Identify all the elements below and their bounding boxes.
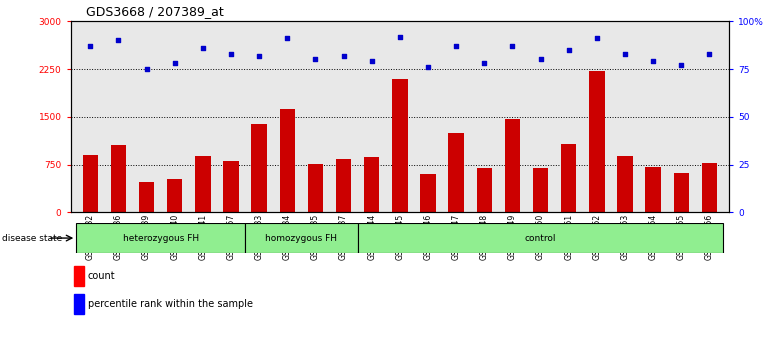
Text: disease state: disease state bbox=[2, 234, 63, 242]
Bar bbox=[167, 179, 183, 212]
Bar bbox=[280, 109, 295, 212]
Bar bbox=[645, 167, 661, 212]
Bar bbox=[76, 223, 245, 253]
Bar bbox=[533, 169, 548, 212]
Point bbox=[197, 45, 209, 51]
Bar bbox=[252, 125, 267, 212]
Bar bbox=[364, 157, 379, 212]
Text: heterozygous FH: heterozygous FH bbox=[122, 234, 198, 242]
Point bbox=[365, 58, 378, 64]
Point bbox=[337, 53, 350, 58]
Point bbox=[562, 47, 575, 53]
Text: GDS3668 / 207389_at: GDS3668 / 207389_at bbox=[86, 5, 224, 18]
Point bbox=[590, 36, 603, 41]
Bar bbox=[420, 173, 436, 212]
Bar bbox=[111, 145, 126, 212]
Text: percentile rank within the sample: percentile rank within the sample bbox=[88, 299, 252, 309]
Bar bbox=[336, 159, 351, 212]
Point bbox=[112, 38, 125, 43]
Point bbox=[281, 36, 293, 41]
Bar bbox=[392, 79, 408, 212]
Bar bbox=[477, 169, 492, 212]
Bar bbox=[702, 163, 717, 212]
Bar bbox=[82, 155, 98, 212]
Bar bbox=[358, 223, 724, 253]
Bar bbox=[139, 182, 154, 212]
Point bbox=[675, 62, 688, 68]
Bar bbox=[223, 161, 238, 212]
Point bbox=[703, 51, 716, 57]
Bar bbox=[74, 266, 84, 286]
Point bbox=[619, 51, 631, 57]
Text: count: count bbox=[88, 271, 115, 281]
Point bbox=[253, 53, 266, 58]
Bar bbox=[617, 156, 633, 212]
Point bbox=[84, 43, 96, 49]
Point bbox=[394, 34, 406, 39]
Point bbox=[478, 61, 491, 66]
Point bbox=[422, 64, 434, 70]
Bar bbox=[195, 156, 211, 212]
Point bbox=[140, 66, 153, 72]
Bar bbox=[505, 119, 520, 212]
Point bbox=[534, 57, 546, 62]
Text: control: control bbox=[524, 234, 557, 242]
Bar bbox=[74, 294, 84, 314]
Point bbox=[169, 61, 181, 66]
Point bbox=[309, 57, 321, 62]
Point bbox=[506, 43, 519, 49]
Point bbox=[225, 51, 238, 57]
Bar bbox=[448, 133, 464, 212]
Text: homozygous FH: homozygous FH bbox=[265, 234, 337, 242]
Bar bbox=[673, 173, 689, 212]
Bar bbox=[589, 71, 604, 212]
Bar bbox=[245, 223, 358, 253]
Point bbox=[450, 43, 463, 49]
Point bbox=[647, 58, 659, 64]
Bar bbox=[561, 144, 576, 212]
Bar bbox=[307, 164, 323, 212]
